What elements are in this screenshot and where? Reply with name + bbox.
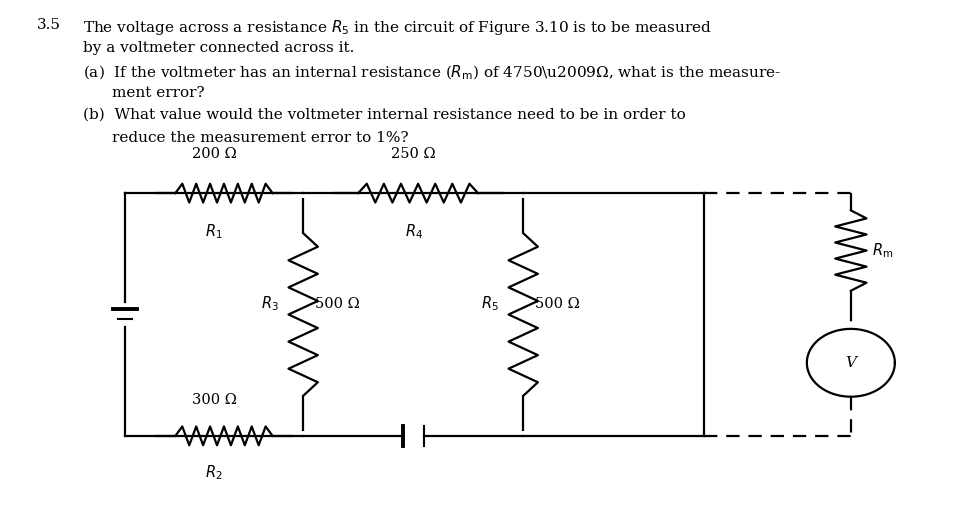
Text: (b)  What value would the voltmeter internal resistance need to be in order to: (b) What value would the voltmeter inter… [83,108,685,122]
Text: reduce the measurement error to 1%?: reduce the measurement error to 1%? [112,130,408,145]
Text: (a)  If the voltmeter has an internal resistance ($R_{\mathrm{m}}$) of 4750\u200: (a) If the voltmeter has an internal res… [83,63,781,81]
Text: 250 Ω: 250 Ω [391,147,436,161]
Text: 3.5: 3.5 [37,18,62,32]
Text: 500 Ω: 500 Ω [315,297,360,311]
Text: $R_3$: $R_3$ [261,295,278,313]
Text: $R_4$: $R_4$ [404,222,422,241]
Text: ment error?: ment error? [112,86,205,100]
Text: 200 Ω: 200 Ω [191,147,236,161]
Text: $R_1$: $R_1$ [205,222,223,241]
Text: $R_{\mathrm{m}}$: $R_{\mathrm{m}}$ [871,241,893,260]
Text: 300 Ω: 300 Ω [191,393,236,407]
Text: The voltage across a resistance $R_5$ in the circuit of Figure 3.10 is to be mea: The voltage across a resistance $R_5$ in… [83,18,711,37]
Text: V: V [844,356,856,370]
Text: 500 Ω: 500 Ω [534,297,579,311]
Text: $R_5$: $R_5$ [481,295,498,313]
Text: $R_2$: $R_2$ [205,463,223,482]
Text: by a voltmeter connected across it.: by a voltmeter connected across it. [83,41,354,55]
